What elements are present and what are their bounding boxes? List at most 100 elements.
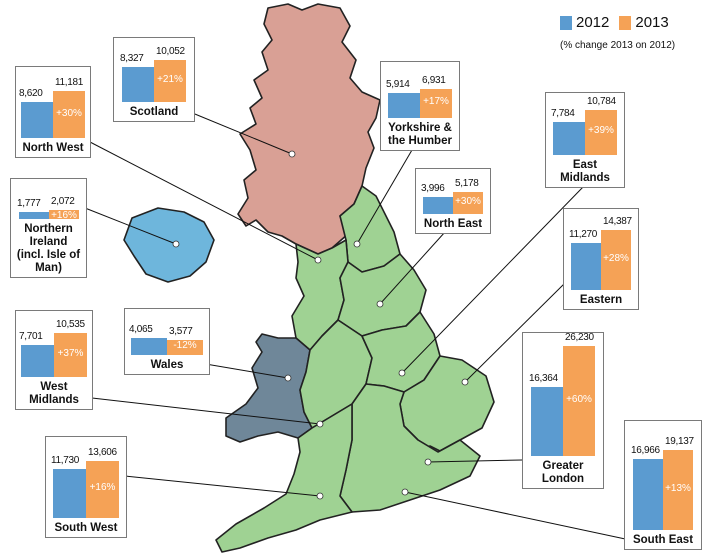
- marker-greater-london: [424, 458, 432, 466]
- legend-swatch-2012: [560, 15, 572, 30]
- change-label: +37%: [57, 347, 84, 359]
- marker-northern-ireland: [172, 240, 180, 248]
- region-box-west-midlands: +37% 7,701 10,535 West Midlands: [15, 310, 93, 410]
- region-box-scotland: +21% 8,327 10,052 Scotland: [113, 37, 195, 122]
- change-label: +21%: [157, 73, 183, 85]
- bar-2013: +13%: [663, 449, 693, 530]
- bar-2012: [21, 344, 54, 377]
- bar-2012: [553, 122, 585, 155]
- value-label-2013: 3,577: [169, 325, 193, 337]
- bar-2013: +16%: [49, 210, 79, 222]
- region-name: West Midlands: [29, 381, 79, 406]
- marker-west-midlands: [316, 420, 324, 428]
- value-label-2013: 5,178: [455, 178, 479, 190]
- leader-east-midlands: [401, 185, 585, 374]
- value-label-2013: 26,230: [565, 332, 594, 343]
- region-box-south-west: +16% 11,730 13,606 South West: [45, 436, 127, 538]
- bar-2013: +28%: [601, 229, 631, 290]
- bar-2012: [53, 468, 86, 518]
- change-label: +60%: [566, 394, 592, 405]
- value-label-2013: 10,535: [56, 318, 85, 330]
- leader-greater-london: [427, 459, 523, 463]
- value-label-2012: 5,914: [386, 79, 410, 91]
- bar-2013: +30%: [53, 91, 85, 138]
- leader-south-west: [124, 475, 321, 497]
- region-name: Yorkshire & the Humber: [388, 122, 452, 147]
- value-label-2013: 6,931: [422, 74, 446, 86]
- region-name: Eastern: [579, 294, 623, 306]
- bar-2012: [122, 67, 154, 102]
- bar-2013: +21%: [154, 59, 186, 102]
- region-name: South East: [632, 534, 694, 546]
- value-label-2012: 3,996: [421, 183, 445, 195]
- chart-legend: 2012 2013 (% change 2013 on 2012): [560, 14, 679, 51]
- region-box-south-east: +13% 16,966 19,137 South East: [624, 420, 702, 550]
- region-box-north-west: +30% 8,620 11,181 North West: [15, 66, 91, 158]
- value-label-2012: 8,620: [19, 87, 43, 99]
- region-name: North East: [423, 218, 483, 230]
- bar-2012: [19, 211, 49, 219]
- leader-yorkshire: [356, 149, 413, 245]
- marker-yorkshire: [353, 240, 361, 248]
- change-label: +16%: [51, 210, 77, 222]
- marker-north-east: [376, 300, 384, 308]
- marker-south-east: [401, 488, 409, 496]
- bar-2013: -12%: [167, 339, 203, 355]
- value-label-2012: 16,966: [631, 444, 660, 456]
- leader-northern-ireland: [84, 207, 177, 245]
- marker-north-west: [314, 256, 322, 264]
- bar-2012: [388, 93, 420, 118]
- region-name: East Midlands: [560, 159, 610, 184]
- region-box-wales: -12% 4,065 3,577 Wales: [124, 308, 210, 375]
- region-box-north-east: +30% 3,996 5,178 North East: [415, 168, 491, 234]
- region-name: Northern Ireland (incl. Isle of Man): [16, 223, 81, 274]
- marker-east-midlands: [398, 369, 406, 377]
- change-label: +28%: [603, 252, 629, 264]
- region-name: Wales: [150, 359, 184, 371]
- change-label: +17%: [423, 96, 449, 108]
- bar-2012: [423, 197, 453, 214]
- region-box-eastern: +28% 11,270 14,387 Eastern: [563, 208, 639, 310]
- region-wales-shape: [225, 333, 313, 443]
- bar-2013: +39%: [585, 109, 617, 155]
- legend-note: (% change 2013 on 2012): [560, 40, 676, 51]
- leader-north-east: [379, 231, 446, 305]
- marker-eastern: [461, 378, 469, 386]
- bar-2012: [633, 458, 663, 530]
- region-name: Greater London: [541, 460, 585, 485]
- marker-wales: [284, 374, 292, 382]
- leader-eastern: [464, 281, 567, 383]
- change-label: +30%: [455, 196, 481, 208]
- change-label: -12%: [173, 340, 197, 352]
- value-label-2012: 4,065: [129, 323, 153, 335]
- marker-scotland: [288, 150, 296, 158]
- bar-2012: [531, 387, 563, 456]
- value-label-2012: 7,701: [19, 330, 43, 342]
- leader-south-east: [404, 491, 631, 541]
- bar-2013: +30%: [453, 192, 483, 214]
- region-box-northern-ireland-incl-isle-of-man: +16% 1,777 2,072 Northern Ireland (incl. Isle…: [10, 178, 87, 278]
- value-label-2013: 11,181: [55, 77, 84, 89]
- value-label-2013: 10,784: [587, 95, 616, 107]
- value-label-2012: 16,364: [529, 373, 558, 385]
- value-label-2013: 14,387: [603, 215, 632, 227]
- region-box-east-midlands: +39% 7,784 10,784 East Midlands: [545, 92, 625, 188]
- value-label-2013: 13,606: [88, 446, 117, 458]
- legend-label-2013: 2013: [635, 14, 669, 31]
- region-name: South West: [54, 522, 118, 534]
- value-label-2012: 11,270: [569, 228, 598, 240]
- region-box-greater-london: +60% 16,364 26,230 Greater London: [522, 332, 604, 489]
- change-label: +30%: [56, 107, 82, 119]
- region-name: Scotland: [129, 106, 179, 118]
- bar-2013: +17%: [420, 88, 452, 118]
- change-label: +13%: [665, 482, 691, 494]
- legend-swatch-2013: [619, 15, 632, 30]
- region-name: North West: [22, 142, 84, 154]
- value-label-2013: 10,052: [156, 45, 185, 57]
- marker-south-west: [316, 492, 324, 500]
- bar-2013: +16%: [86, 460, 119, 518]
- change-label: +39%: [588, 125, 614, 137]
- leader-scotland: [189, 111, 293, 155]
- value-label-2012: 7,784: [551, 108, 575, 120]
